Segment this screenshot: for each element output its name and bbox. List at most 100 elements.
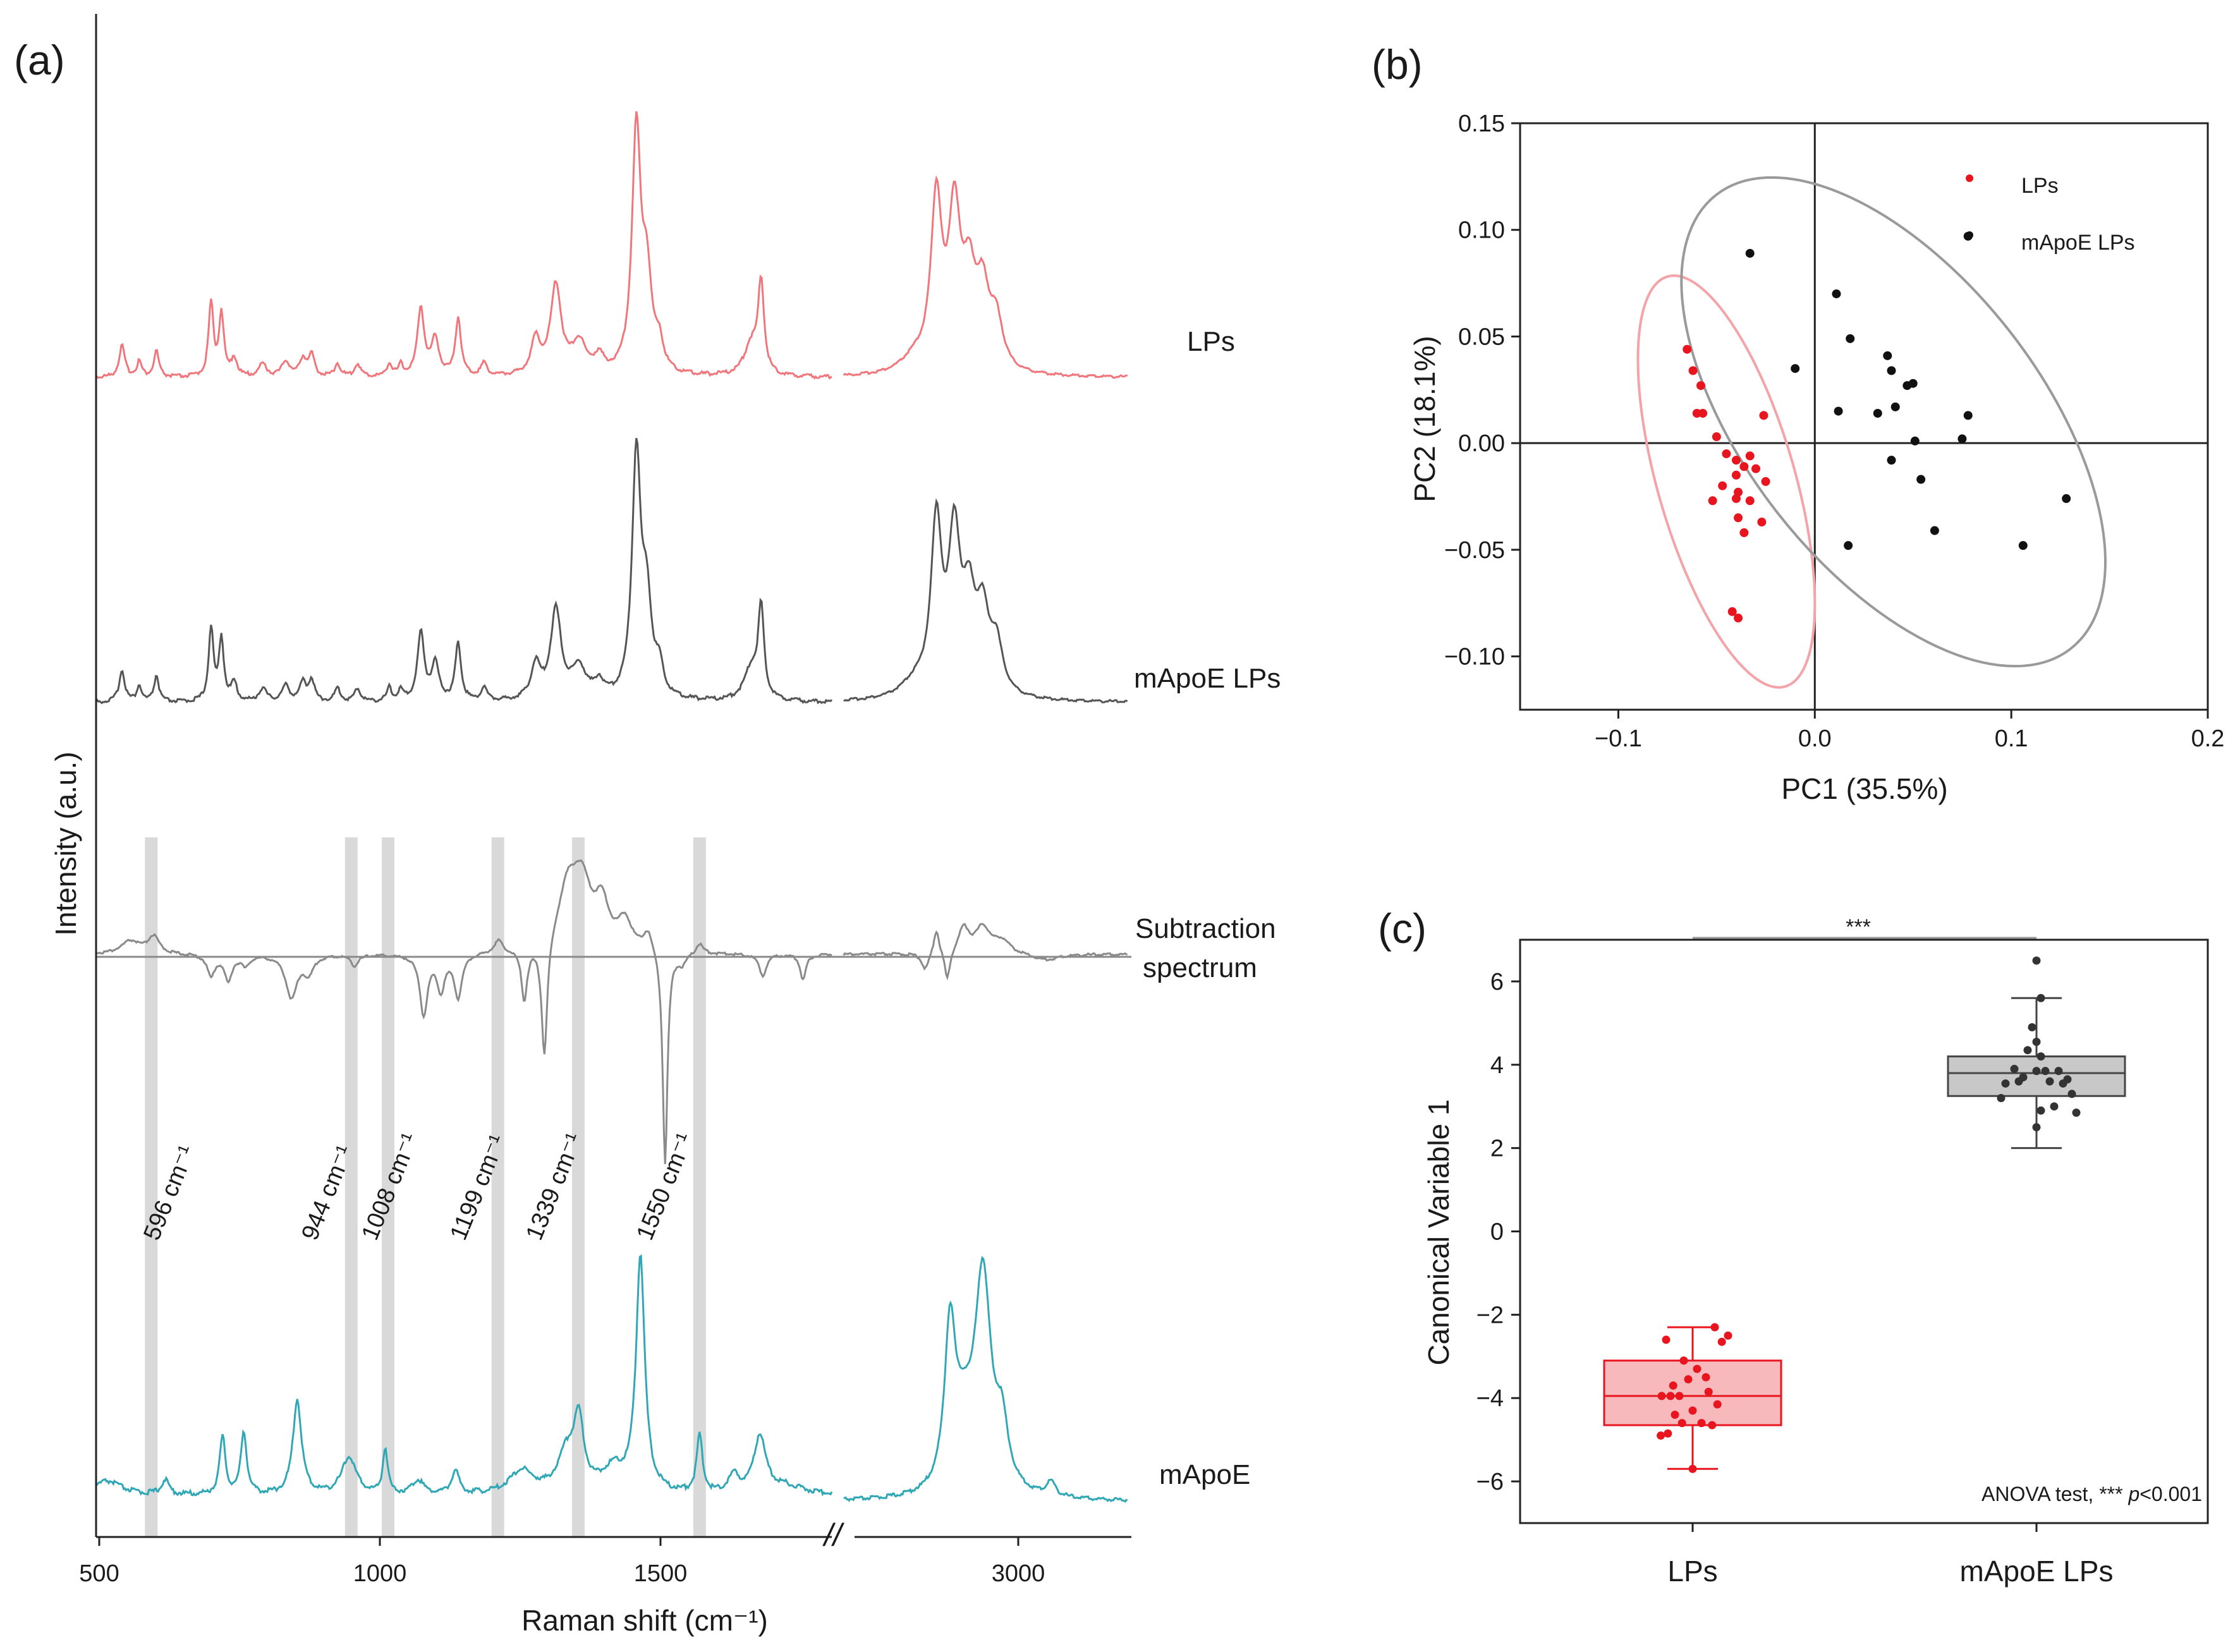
c-ytick-label: 4 <box>1490 1052 1504 1079</box>
point-mapoe-lps <box>1890 402 1900 411</box>
b-ytick-label: 0.00 <box>1458 430 1505 457</box>
point-lps <box>1745 451 1755 461</box>
c-point-lps <box>1713 1400 1722 1409</box>
c-point-lps <box>1697 1419 1706 1428</box>
b-xtick-label: 0.2 <box>2191 726 2225 752</box>
b-ytick-label: −0.05 <box>1444 537 1505 564</box>
c-point-lps <box>1677 1419 1686 1428</box>
point-lps <box>1683 344 1692 354</box>
c-point-mapoe-lps <box>2032 1038 2041 1047</box>
point-lps <box>1731 470 1741 480</box>
point-mapoe-lps <box>1916 475 1926 484</box>
c-point-mapoe-lps <box>2036 1052 2045 1061</box>
c-point-lps <box>1666 1392 1675 1400</box>
c-ytick-label: −6 <box>1476 1469 1504 1495</box>
c-point-lps <box>1717 1337 1726 1346</box>
panel-b-label: (b) <box>1372 41 1423 88</box>
c-point-mapoe-lps <box>2041 1067 2050 1076</box>
spectrum-label-subtraction-1: Subtraction <box>1135 913 1276 944</box>
point-mapoe-lps <box>1963 411 1973 420</box>
c-point-mapoe-lps <box>2036 993 2045 1002</box>
b-zero-lines <box>1520 123 2208 710</box>
point-mapoe-lps <box>1791 364 1800 374</box>
panel-a-raman-spectra: (a) // 500 1000 1500 3000 Raman shift (c… <box>14 14 1281 1637</box>
b-confidence-ellipses <box>1636 176 2107 689</box>
c-ytick-label: 2 <box>1490 1136 1504 1162</box>
c-point-lps <box>1710 1323 1719 1332</box>
c-point-mapoe-lps <box>2045 1077 2054 1086</box>
c-point-lps <box>1657 1392 1666 1400</box>
point-lps <box>1698 408 1708 418</box>
panel-b-pca-scatter: (b) −0.1 0.0 0.1 0.20.150.100.050.00−0.05−0… <box>1372 41 2224 805</box>
c-category-lps: LPs <box>1667 1555 1717 1588</box>
panel-a-label: (a) <box>14 37 65 83</box>
point-mapoe-lps <box>2062 494 2071 503</box>
b-xtick-label: 0.0 <box>1798 726 1832 752</box>
band-1339 <box>571 837 585 1537</box>
point-lps <box>1688 366 1698 375</box>
c-points <box>1657 956 2081 1473</box>
point-mapoe-lps <box>1887 366 1896 375</box>
a-xtick-1000: 1000 <box>353 1560 407 1587</box>
spectrum-lps-seg2 <box>843 175 1128 379</box>
spectrum-mapoe-lps-seg1 <box>95 437 833 705</box>
ellipse-mapoe-lps <box>1680 176 2107 668</box>
b-plot-frame <box>1519 122 2209 711</box>
box-lps <box>1603 1359 1782 1426</box>
c-boxes <box>1603 997 2126 1470</box>
c-footnote-suffix: <0.001 <box>2140 1483 2202 1505</box>
c-ytick-label: −2 <box>1476 1302 1504 1328</box>
point-lps <box>1739 462 1749 471</box>
spectrum-lps-seg1 <box>95 111 832 380</box>
b-xtick-label: 0.1 <box>1995 726 2028 752</box>
point-lps <box>1727 607 1737 616</box>
band-1199 <box>491 837 504 1537</box>
point-lps <box>1751 464 1761 473</box>
c-point-lps <box>1675 1392 1684 1400</box>
spectrum-mapoe-seg1 <box>95 1254 833 1497</box>
c-point-mapoe-lps <box>2059 1079 2067 1088</box>
c-point-mapoe-lps <box>1997 1094 2006 1103</box>
c-ytick-label: 6 <box>1490 969 1504 995</box>
c-point-lps <box>1724 1331 1732 1340</box>
c-point-lps <box>1693 1364 1701 1373</box>
point-lps <box>1761 477 1770 486</box>
point-mapoe-lps <box>1745 248 1755 258</box>
point-mapoe-lps <box>1834 406 1843 416</box>
point-lps <box>1745 496 1755 506</box>
c-point-lps <box>1688 1406 1697 1415</box>
spectrum-mapoe-seg2 <box>843 1256 1128 1503</box>
box-mapoe-lps <box>1947 1055 2126 1097</box>
c-point-mapoe-lps <box>2032 1123 2041 1132</box>
point-lps <box>1731 494 1741 503</box>
a-xtick-1500: 1500 <box>634 1560 688 1587</box>
b-xtick-label: −0.1 <box>1595 726 1642 752</box>
panel-c-label: (c) <box>1378 905 1427 952</box>
c-ytick-label: 0 <box>1490 1219 1504 1246</box>
a-x-ticks <box>98 1537 1020 1546</box>
c-point-mapoe-lps <box>2023 1046 2032 1055</box>
point-mapoe-lps <box>1908 379 1918 388</box>
c-point-mapoe-lps <box>2028 1023 2036 1031</box>
point-lps <box>1757 518 1767 527</box>
point-mapoe-lps <box>1844 541 1853 550</box>
b-legend: LPs mApoE LPs <box>1966 174 2135 255</box>
point-mapoe-lps <box>1883 351 1892 360</box>
point-mapoe-lps <box>1887 456 1896 465</box>
b-ticks: −0.1 0.0 0.1 0.2 0.15 0.10 0.05 0.00 −0.05 −0.10 <box>1444 111 2225 752</box>
spectrum-subtraction-seg1 <box>95 859 832 1165</box>
c-point-mapoe-lps <box>2001 1079 2010 1088</box>
a-x-axis-title: Raman shift (cm⁻¹) <box>521 1604 768 1637</box>
c-point-mapoe-lps <box>2054 1067 2063 1076</box>
c-point-mapoe-lps <box>2036 1106 2045 1115</box>
c-footnote-p: p <box>2127 1483 2140 1505</box>
c-point-lps <box>1671 1411 1679 1419</box>
c-plot-frame <box>1519 938 2209 1524</box>
ellipse-lps <box>1636 274 1817 689</box>
legend-marker-lps <box>1966 174 1973 182</box>
point-lps <box>1708 496 1717 506</box>
legend-label-lps: LPs <box>2021 174 2059 198</box>
point-mapoe-lps <box>1910 436 1920 446</box>
c-point-lps <box>1669 1381 1677 1390</box>
